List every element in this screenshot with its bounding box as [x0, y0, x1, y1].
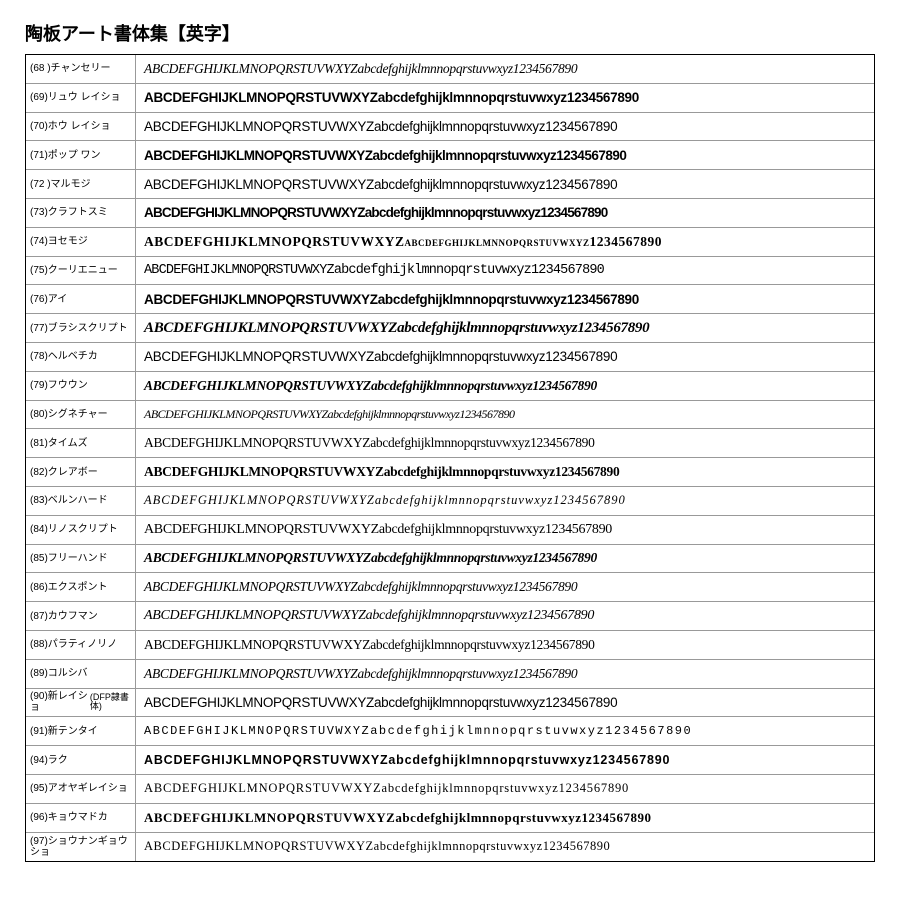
font-sample: ABCDEFGHIJKLMNOPQRSTUVWXYZabcdefghijklmn…: [136, 119, 874, 134]
table-row: (91)新テンタイABCDEFGHIJKLMNOPQRSTUVWXYZabcde…: [26, 717, 874, 746]
font-sample: ABCDEFGHIJKLMNOPQRSTUVWXYZabcdefghijklmn…: [136, 753, 874, 767]
font-label: (87)カウフマン: [26, 602, 136, 630]
font-label: (97)ショウナンギョウショ: [26, 833, 136, 862]
font-label: (95)アオヤギレイショ: [26, 775, 136, 803]
font-sample: ABCDEFGHIJKLMNOPQRSTUVWXYZabcdefghijklmn…: [136, 695, 874, 710]
font-label: (68 )チャンセリー: [26, 55, 136, 83]
table-row: (76)アイABCDEFGHIJKLMNOPQRSTUVWXYZabcdefgh…: [26, 285, 874, 314]
font-table: (68 )チャンセリーABCDEFGHIJKLMNOPQRSTUVWXYZabc…: [25, 54, 875, 862]
font-sample: ABCDEFGHIJKLMNOPQRSTUVWXYZabcdefghijklmn…: [136, 608, 874, 624]
font-label: (75)クーリエニュー: [26, 257, 136, 285]
page-title: 陶板アート書体集【英字】: [25, 20, 875, 46]
font-label: (79)フウウン: [26, 372, 136, 400]
table-row: (78)ヘルベチカABCDEFGHIJKLMNOPQRSTUVWXYZabcde…: [26, 343, 874, 372]
font-sample: ABCDEFGHIJKLMNOPQRSTUVWXYZabcdefghijklmn…: [136, 263, 874, 278]
font-sample: ABCDEFGHIJKLMNOPQRSTUVWXYZabcdefghijklmn…: [136, 839, 874, 854]
font-sample: ABCDEFGHIJKLMNOPQRSTUVWXYZabcdefghijklmn…: [136, 810, 874, 826]
font-label: (84)リノスクリプト: [26, 516, 136, 544]
font-sample: ABCDEFGHIJKLMNOPQRSTUVWXYZabcdefghijklmn…: [136, 724, 874, 738]
table-row: (85)フリーハンドABCDEFGHIJKLMNOPQRSTUVWXYZabcd…: [26, 545, 874, 574]
font-sample: ABCDEFGHIJKLMNOPQRSTUVWXYZabcdefghijklmn…: [136, 493, 874, 508]
font-sample: ABCDEFGHIJKLMNOPQRSTUVWXYZabcdefghijklmn…: [136, 349, 874, 364]
table-row: (82)クレアボーABCDEFGHIJKLMNOPQRSTUVWXYZabcde…: [26, 458, 874, 487]
font-sample: ABCDEFGHIJKLMNOPQRSTUVWXYZabcdefghijklmn…: [136, 550, 874, 566]
table-row: (81)タイムズABCDEFGHIJKLMNOPQRSTUVWXYZabcdef…: [26, 429, 874, 458]
table-row: (72 )マルモジABCDEFGHIJKLMNOPQRSTUVWXYZabcde…: [26, 170, 874, 199]
table-row: (89)コルシバABCDEFGHIJKLMNOPQRSTUVWXYZabcdef…: [26, 660, 874, 689]
font-sample: ABCDEFGHIJKLMNOPQRSTUVWXYZabcdefghijklmn…: [136, 666, 874, 682]
font-sample: ABCDEFGHIJKLMNOPQRSTUVWXYZabcdefghijklmn…: [136, 148, 874, 163]
font-label: (83)ベルンハード: [26, 487, 136, 515]
table-row: (74)ヨセモジABCDEFGHIJKLMNOPQRSTUVWXYZabcdef…: [26, 228, 874, 257]
table-row: (90)新レイショ(DFP隷書体)ABCDEFGHIJKLMNOPQRSTUVW…: [26, 689, 874, 718]
table-row: (73)クラフトスミABCDEFGHIJKLMNOPQRSTUVWXYZabcd…: [26, 199, 874, 228]
font-label: (76)アイ: [26, 285, 136, 313]
font-sample: ABCDEFGHIJKLMNOPQRSTUVWXYZabcdefghijklmn…: [136, 464, 874, 480]
table-row: (69)リュウ レイショABCDEFGHIJKLMNOPQRSTUVWXYZab…: [26, 84, 874, 113]
table-row: (95)アオヤギレイショABCDEFGHIJKLMNOPQRSTUVWXYZab…: [26, 775, 874, 804]
table-row: (83)ベルンハードABCDEFGHIJKLMNOPQRSTUVWXYZabcd…: [26, 487, 874, 516]
table-row: (71)ポップ ワンABCDEFGHIJKLMNOPQRSTUVWXYZabcd…: [26, 141, 874, 170]
table-row: (86)エクスポントABCDEFGHIJKLMNOPQRSTUVWXYZabcd…: [26, 573, 874, 602]
font-label: (72 )マルモジ: [26, 170, 136, 198]
font-sample: ABCDEFGHIJKLMNOPQRSTUVWXYZabcdefghijklmn…: [136, 205, 874, 220]
table-row: (77)ブラシスクリプトABCDEFGHIJKLMNOPQRSTUVWXYZab…: [26, 314, 874, 343]
table-row: (68 )チャンセリーABCDEFGHIJKLMNOPQRSTUVWXYZabc…: [26, 55, 874, 84]
table-row: (96)キョウマドカABCDEFGHIJKLMNOPQRSTUVWXYZabcd…: [26, 804, 874, 833]
font-label: (73)クラフトスミ: [26, 199, 136, 227]
font-label: (82)クレアボー: [26, 458, 136, 486]
table-row: (87)カウフマンABCDEFGHIJKLMNOPQRSTUVWXYZabcde…: [26, 602, 874, 631]
font-sample: ABCDEFGHIJKLMNOPQRSTUVWXYZabcdefghijklmn…: [136, 579, 874, 595]
font-sample: ABCDEFGHIJKLMNOPQRSTUVWXYZabcdefghijklmn…: [136, 90, 874, 105]
font-label: (86)エクスポント: [26, 573, 136, 601]
font-sample: ABCDEFGHIJKLMNOPQRSTUVWXYZabcdefghijklmn…: [136, 407, 874, 422]
font-label: (80)シグネチャー: [26, 401, 136, 429]
font-label: (88)パラティノリノ: [26, 631, 136, 659]
font-label: (91)新テンタイ: [26, 717, 136, 745]
table-row: (94)ラクABCDEFGHIJKLMNOPQRSTUVWXYZabcdefgh…: [26, 746, 874, 775]
font-label: (70)ホウ レイショ: [26, 113, 136, 141]
font-label: (78)ヘルベチカ: [26, 343, 136, 371]
font-sample: ABCDEFGHIJKLMNOPQRSTUVWXYZabcdefghijklmn…: [136, 378, 874, 394]
font-label: (89)コルシバ: [26, 660, 136, 688]
font-label: (90)新レイショ(DFP隷書体): [26, 689, 136, 717]
table-row: (88)パラティノリノABCDEFGHIJKLMNOPQRSTUVWXYZabc…: [26, 631, 874, 660]
table-row: (97)ショウナンギョウショABCDEFGHIJKLMNOPQRSTUVWXYZ…: [26, 833, 874, 862]
font-sample: ABCDEFGHIJKLMNOPQRSTUVWXYZabcdefghijklmn…: [136, 61, 874, 77]
font-label: (74)ヨセモジ: [26, 228, 136, 256]
font-sample: ABCDEFGHIJKLMNOPQRSTUVWXYZabcdefghijklmn…: [136, 234, 874, 250]
font-sample: ABCDEFGHIJKLMNOPQRSTUVWXYZabcdefghijklmn…: [136, 522, 874, 538]
font-sample: ABCDEFGHIJKLMNOPQRSTUVWXYZabcdefghijklmn…: [136, 320, 874, 337]
table-row: (79)フウウンABCDEFGHIJKLMNOPQRSTUVWXYZabcdef…: [26, 372, 874, 401]
font-label: (71)ポップ ワン: [26, 141, 136, 169]
font-label: (94)ラク: [26, 746, 136, 774]
font-label: (81)タイムズ: [26, 429, 136, 457]
font-sample: ABCDEFGHIJKLMNOPQRSTUVWXYZabcdefghijklmn…: [136, 637, 874, 653]
table-row: (75)クーリエニューABCDEFGHIJKLMNOPQRSTUVWXYZabc…: [26, 257, 874, 286]
font-sample: ABCDEFGHIJKLMNOPQRSTUVWXYZabcdefghijklmn…: [136, 781, 874, 796]
table-row: (84)リノスクリプトABCDEFGHIJKLMNOPQRSTUVWXYZabc…: [26, 516, 874, 545]
table-row: (80)シグネチャーABCDEFGHIJKLMNOPQRSTUVWXYZabcd…: [26, 401, 874, 430]
font-label: (69)リュウ レイショ: [26, 84, 136, 112]
font-sample: ABCDEFGHIJKLMNOPQRSTUVWXYZabcdefghijklmn…: [136, 177, 874, 192]
font-sample: ABCDEFGHIJKLMNOPQRSTUVWXYZabcdefghijklmn…: [136, 435, 874, 451]
font-label: (85)フリーハンド: [26, 545, 136, 573]
font-sample: ABCDEFGHIJKLMNOPQRSTUVWXYZabcdefghijklmn…: [136, 292, 874, 307]
font-label: (77)ブラシスクリプト: [26, 314, 136, 342]
table-row: (70)ホウ レイショABCDEFGHIJKLMNOPQRSTUVWXYZabc…: [26, 113, 874, 142]
font-label: (96)キョウマドカ: [26, 804, 136, 832]
